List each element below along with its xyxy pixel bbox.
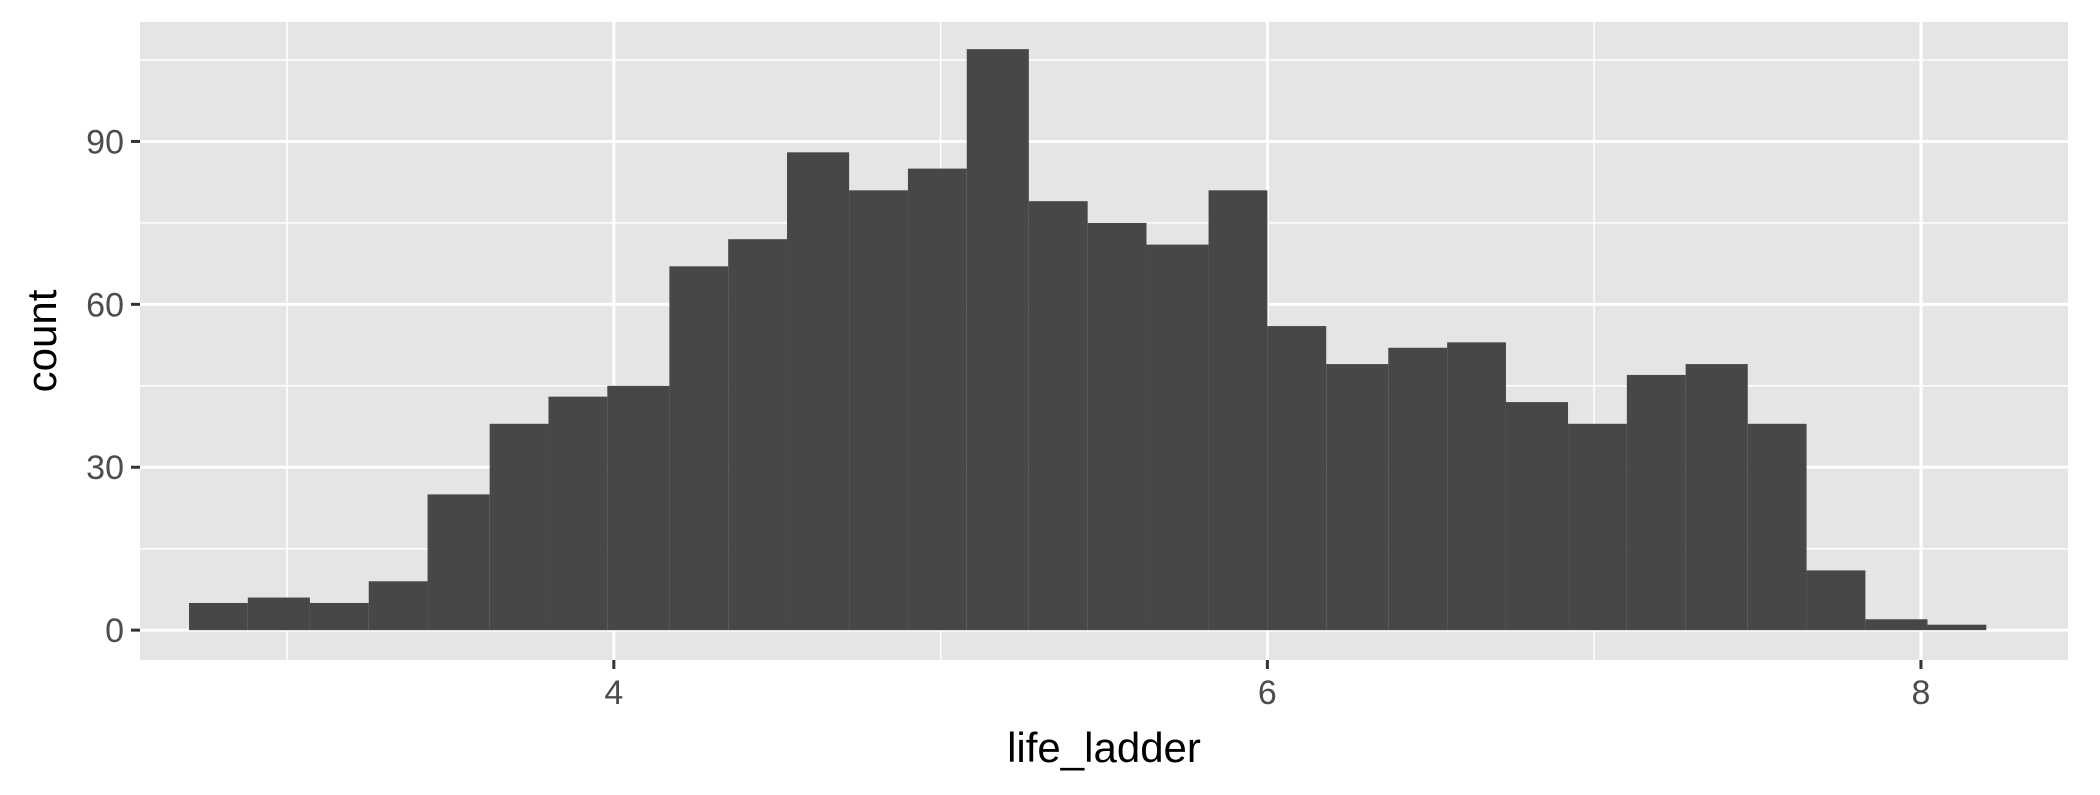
y-axis-title: count	[18, 289, 65, 392]
histogram-bar	[368, 581, 428, 631]
histogram-bar	[728, 239, 788, 631]
x-axis-ticks: 4 6 8	[604, 660, 1930, 712]
histogram-bar	[849, 190, 908, 631]
histogram-bar	[1865, 619, 1928, 631]
histogram-bar	[489, 423, 549, 631]
y-tick-label: 30	[86, 449, 124, 487]
histogram-bar	[247, 597, 310, 631]
y-tick-label: 90	[86, 123, 124, 161]
histogram-bar	[669, 266, 729, 631]
histogram-bar	[1927, 624, 1987, 631]
histogram-bar	[1388, 347, 1448, 631]
histogram-bar	[1146, 244, 1209, 631]
histogram-bar	[1267, 326, 1327, 631]
x-tick-label: 4	[604, 674, 623, 712]
histogram-bar	[787, 152, 850, 631]
histogram-bar	[1568, 423, 1627, 631]
histogram-bar	[607, 385, 670, 631]
histogram-bar	[1806, 570, 1866, 631]
histogram-bar	[1087, 222, 1147, 631]
histogram-bar	[1626, 374, 1686, 631]
histogram-bar	[427, 494, 490, 631]
histogram-bar	[1747, 423, 1807, 631]
histogram-bar	[1685, 364, 1748, 631]
histogram-bar	[1208, 190, 1268, 631]
x-tick-label: 6	[1258, 674, 1277, 712]
y-axis-ticks: 0 30 60 90	[86, 123, 140, 650]
histogram-bars	[189, 49, 1987, 631]
histogram-bar	[1447, 342, 1506, 631]
x-tick-label: 8	[1911, 674, 1930, 712]
y-tick-label: 60	[86, 286, 124, 324]
histogram-bar	[907, 168, 967, 631]
histogram-bar	[966, 49, 1029, 631]
histogram-bar	[1505, 402, 1569, 631]
histogram-bar	[309, 602, 369, 631]
y-tick-label: 0	[105, 612, 124, 650]
histogram-bar	[189, 602, 248, 631]
histogram-bar	[1326, 364, 1389, 631]
histogram-bar	[548, 396, 608, 631]
histogram-bar	[1028, 201, 1088, 631]
x-axis-title: life_ladder	[1007, 724, 1201, 771]
